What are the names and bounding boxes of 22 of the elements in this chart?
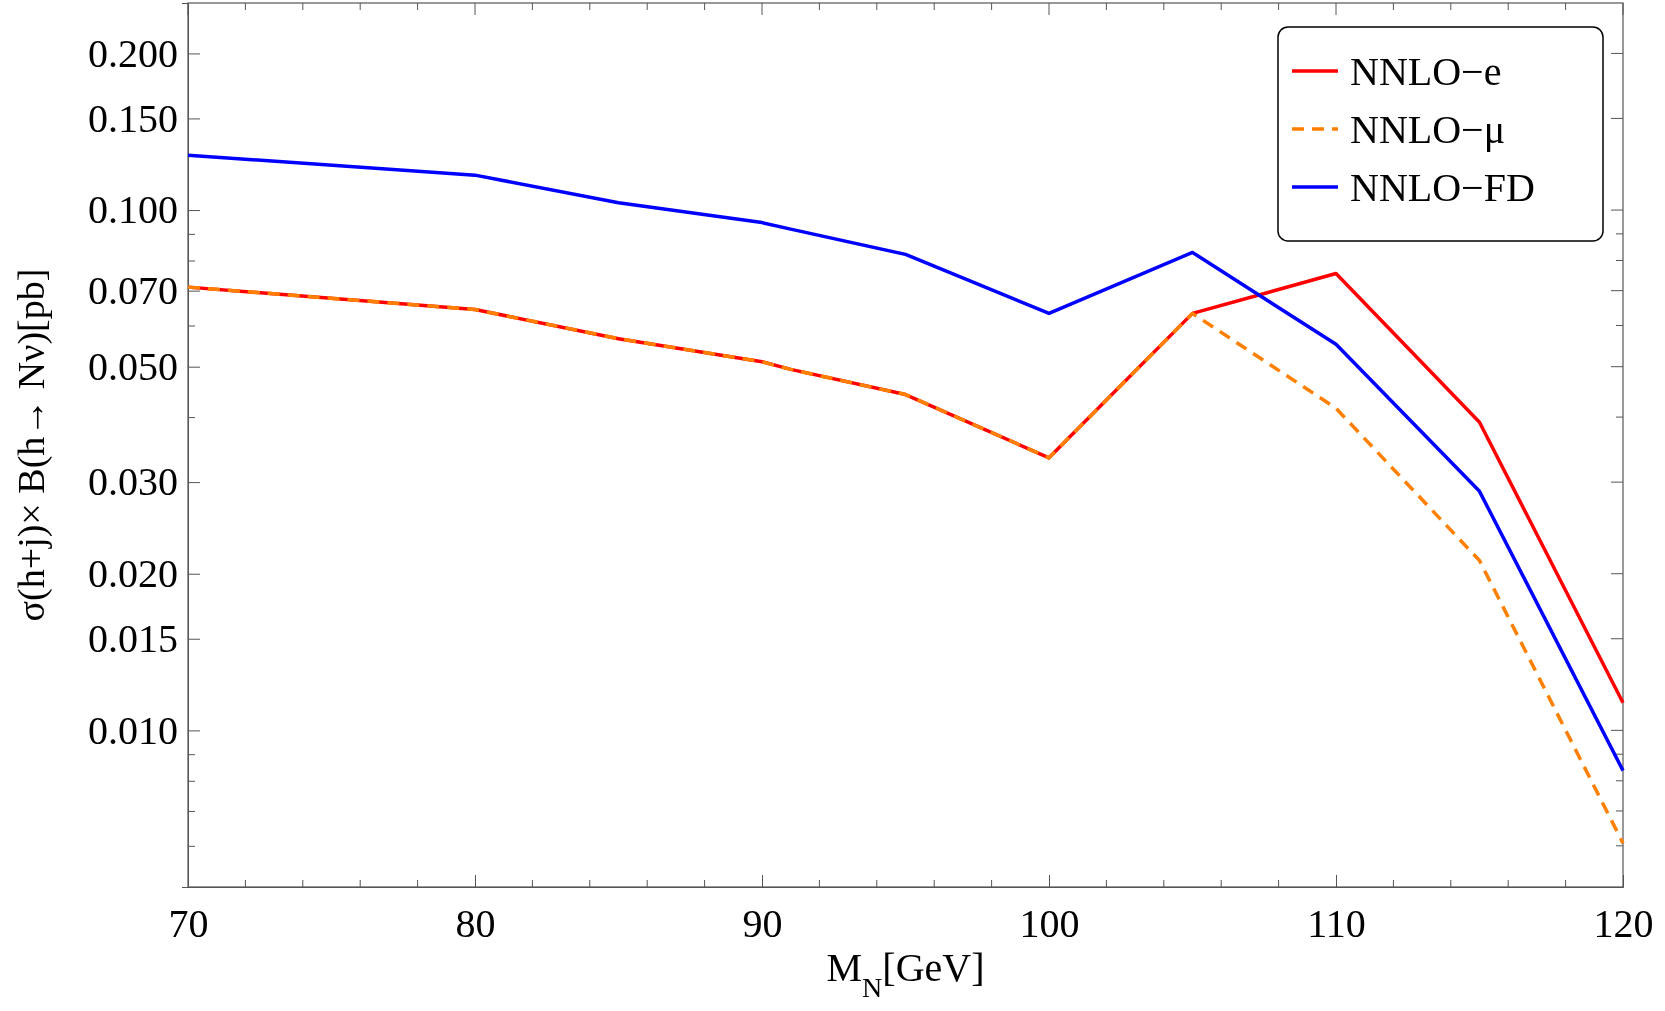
- line-series: [186, 153, 1625, 773]
- y-tick-label: 0.030: [88, 459, 178, 505]
- x-tick-label: 80: [455, 901, 496, 947]
- x-tick-label: 120: [1593, 901, 1654, 947]
- legend-label: NNLO−e: [1350, 49, 1502, 94]
- y-tick-label: 0.010: [88, 707, 178, 753]
- x-tick-label: 100: [1019, 901, 1080, 947]
- x-tick-label: 110: [1307, 901, 1366, 947]
- legend-label: NNLO−FD: [1350, 165, 1535, 210]
- y-tick-label: 0.015: [88, 616, 178, 662]
- x-tick-label: 70: [168, 901, 209, 947]
- line-series: [186, 285, 1625, 845]
- y-tick-label: 0.200: [88, 30, 178, 76]
- y-axis-title: σ(h+j)× B(h→ Nν)[pb]: [10, 268, 53, 622]
- y-tick-label: 0.070: [88, 267, 178, 313]
- y-tick-label: 0.150: [88, 95, 178, 141]
- y-tick-label: 0.050: [88, 343, 178, 389]
- y-tick-label: 0.100: [88, 187, 178, 233]
- x-axis-title: M$_{N}$[GeV]: [826, 945, 985, 1003]
- legend-label: NNLO−μ: [1350, 107, 1506, 152]
- x-tick-label: 90: [742, 901, 783, 947]
- y-tick-label: 0.020: [88, 551, 178, 597]
